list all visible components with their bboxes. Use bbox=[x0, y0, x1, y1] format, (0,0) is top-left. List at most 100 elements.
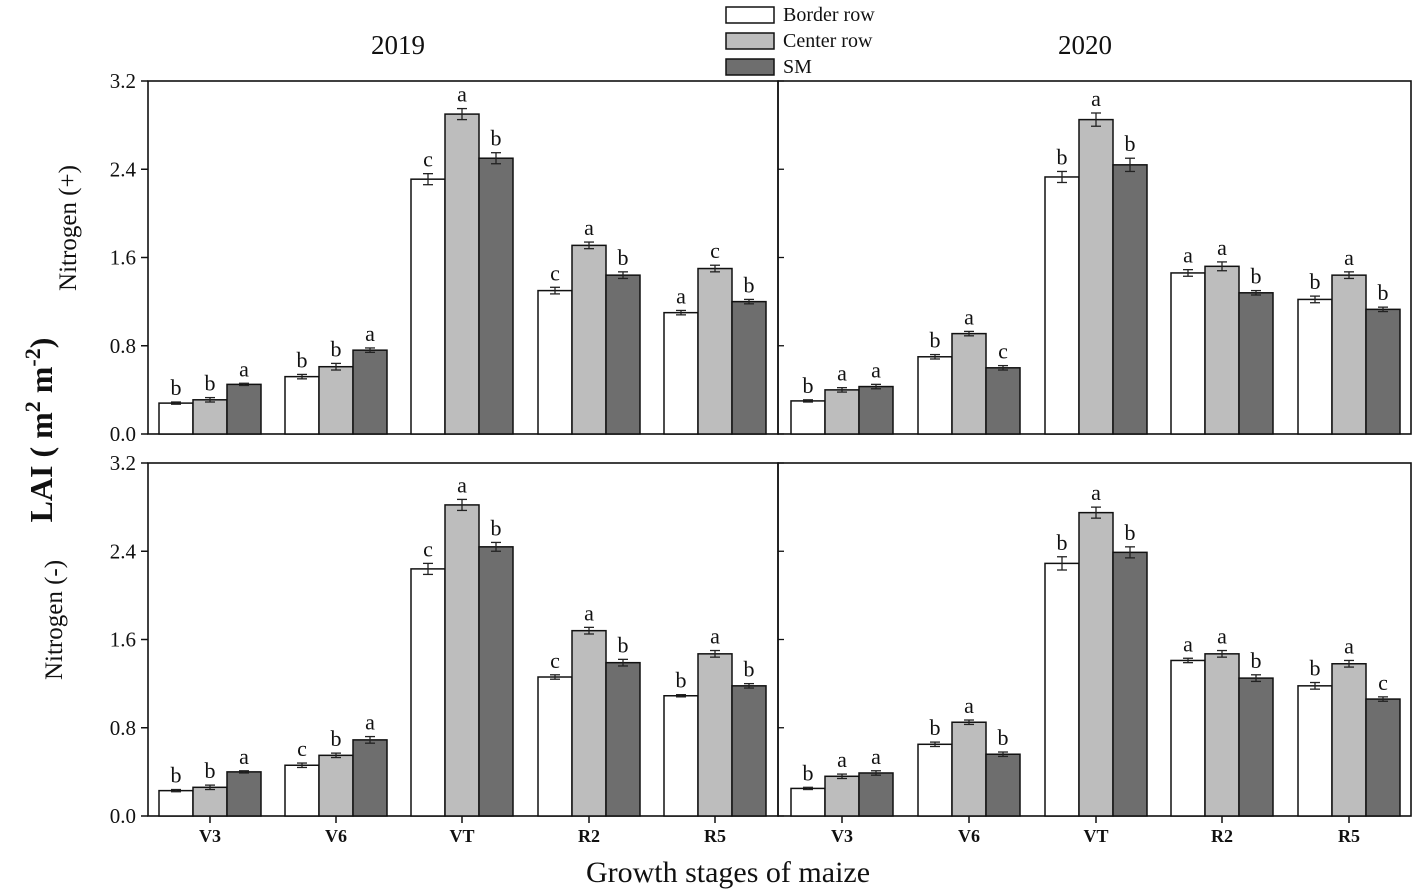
bar-center-row-r5 bbox=[697, 653, 733, 817]
significance-letter: b bbox=[1251, 264, 1262, 289]
y-tick-label: 3.2 bbox=[110, 69, 136, 93]
legend-label-border-row: Border row bbox=[783, 4, 875, 26]
bar-center-row-v6 bbox=[318, 754, 354, 817]
y-tick-label: 1.6 bbox=[110, 628, 136, 652]
bar-center-row-v6 bbox=[951, 721, 987, 817]
significance-letter: b bbox=[297, 347, 308, 372]
bar-center-row-r5 bbox=[1331, 274, 1367, 435]
bar-center-row-v3 bbox=[824, 775, 860, 817]
legend-swatch-center-row bbox=[725, 32, 775, 50]
bar-sm-r2 bbox=[605, 274, 641, 435]
bar-sm-v6 bbox=[985, 367, 1021, 435]
significance-letter: a bbox=[584, 600, 594, 625]
significance-letter: b bbox=[744, 272, 755, 297]
significance-letter: a bbox=[1091, 480, 1101, 505]
y-tick-label: 0.8 bbox=[110, 334, 136, 358]
bar-border-row-v6 bbox=[917, 356, 953, 435]
bar-sm-r5 bbox=[1365, 698, 1401, 817]
bar-border-row-v3 bbox=[790, 400, 826, 435]
significance-letter: a bbox=[365, 710, 375, 735]
x-axis-title: Growth stages of maize bbox=[586, 856, 870, 889]
bar-center-row-r2 bbox=[571, 244, 607, 435]
bar-sm-vt bbox=[1112, 164, 1148, 435]
legend: Border row Center row SM bbox=[725, 4, 875, 78]
significance-letter: b bbox=[205, 371, 216, 396]
year-title-2020: 2020 bbox=[1058, 30, 1112, 60]
y-axis-title-main: LAI ( m bbox=[23, 412, 59, 523]
bar-sm-vt bbox=[478, 546, 514, 817]
significance-letter: b bbox=[1125, 520, 1136, 545]
significance-letter: a bbox=[239, 356, 249, 381]
x-tick-label-v3: V3 bbox=[831, 826, 853, 846]
bar-center-row-r5 bbox=[697, 267, 733, 435]
bar-sm-vt bbox=[478, 157, 514, 435]
y-tick-label: 2.4 bbox=[110, 539, 137, 563]
significance-letter: a bbox=[239, 744, 249, 769]
significance-letter: a bbox=[1183, 243, 1193, 268]
significance-letter: b bbox=[803, 373, 814, 398]
bar-sm-r5 bbox=[731, 685, 767, 817]
significance-letter: b bbox=[1251, 648, 1262, 673]
significance-letter: b bbox=[1057, 530, 1068, 555]
bar-border-row-r2 bbox=[1170, 659, 1206, 817]
significance-letter: b bbox=[1378, 280, 1389, 305]
y-axis-title-sup1: 2 bbox=[20, 401, 45, 412]
y-tick-label: 3.2 bbox=[110, 451, 136, 475]
bar-sm-r2 bbox=[1238, 292, 1274, 435]
bar-center-row-vt bbox=[1078, 118, 1114, 435]
significance-letter: a bbox=[457, 82, 467, 107]
bar-center-row-v6 bbox=[318, 365, 354, 435]
bar-center-row-v3 bbox=[192, 399, 228, 435]
bar-sm-v3 bbox=[858, 385, 894, 435]
bar-center-row-vt bbox=[1078, 511, 1114, 817]
bar-center-row-vt bbox=[444, 504, 480, 817]
bar-sm-r2 bbox=[605, 661, 641, 817]
x-tick-label-vt: VT bbox=[1083, 826, 1108, 846]
significance-letter: b bbox=[1057, 144, 1068, 169]
x-tick-label-r5: R5 bbox=[1338, 826, 1360, 846]
significance-letter: b bbox=[331, 336, 342, 361]
bar-border-row-vt bbox=[410, 178, 446, 435]
significance-letter: a bbox=[871, 357, 881, 382]
significance-letter: a bbox=[1217, 624, 1227, 649]
bar-center-row-r5 bbox=[1331, 663, 1367, 817]
legend-swatch-border-row bbox=[725, 6, 775, 24]
significance-letter: a bbox=[837, 747, 847, 772]
significance-letter: a bbox=[1344, 633, 1354, 658]
y-tick-label: 0.0 bbox=[110, 422, 136, 446]
significance-letter: c bbox=[710, 238, 720, 263]
bar-border-row-r5 bbox=[1297, 298, 1333, 435]
x-tick-label-v6: V6 bbox=[958, 826, 980, 846]
significance-letter: b bbox=[491, 515, 502, 540]
y-axis-title-end: ) bbox=[23, 338, 59, 349]
y-axis-title-sup2: -2 bbox=[20, 348, 45, 366]
bar-border-row-v6 bbox=[284, 375, 320, 435]
bar-border-row-v6 bbox=[917, 743, 953, 817]
significance-letter: b bbox=[171, 763, 182, 788]
bar-border-row-v3 bbox=[790, 787, 826, 817]
significance-letter: b bbox=[1310, 656, 1321, 681]
bar-sm-r5 bbox=[1365, 308, 1401, 435]
bar-center-row-r2 bbox=[571, 629, 607, 817]
bar-border-row-r2 bbox=[537, 676, 573, 817]
significance-letter: c bbox=[550, 648, 560, 673]
y-tick-label: 2.4 bbox=[110, 157, 137, 181]
row-label-nitrogen-minus: Nitrogen (-) bbox=[41, 560, 68, 680]
significance-letter: b bbox=[744, 657, 755, 682]
bar-sm-v6 bbox=[352, 349, 388, 435]
y-tick-label: 0.0 bbox=[110, 804, 136, 828]
significance-letter: c bbox=[550, 260, 560, 285]
significance-letter: c bbox=[998, 339, 1008, 364]
significance-letter: a bbox=[871, 744, 881, 769]
significance-letter: b bbox=[618, 245, 629, 270]
significance-letter: a bbox=[457, 472, 467, 497]
significance-letter: b bbox=[803, 760, 814, 785]
bar-center-row-r2 bbox=[1204, 265, 1240, 435]
bar-border-row-r5 bbox=[663, 311, 699, 435]
significance-letter: a bbox=[710, 624, 720, 649]
bar-border-row-r2 bbox=[537, 289, 573, 435]
legend-label-center-row: Center row bbox=[783, 30, 873, 52]
